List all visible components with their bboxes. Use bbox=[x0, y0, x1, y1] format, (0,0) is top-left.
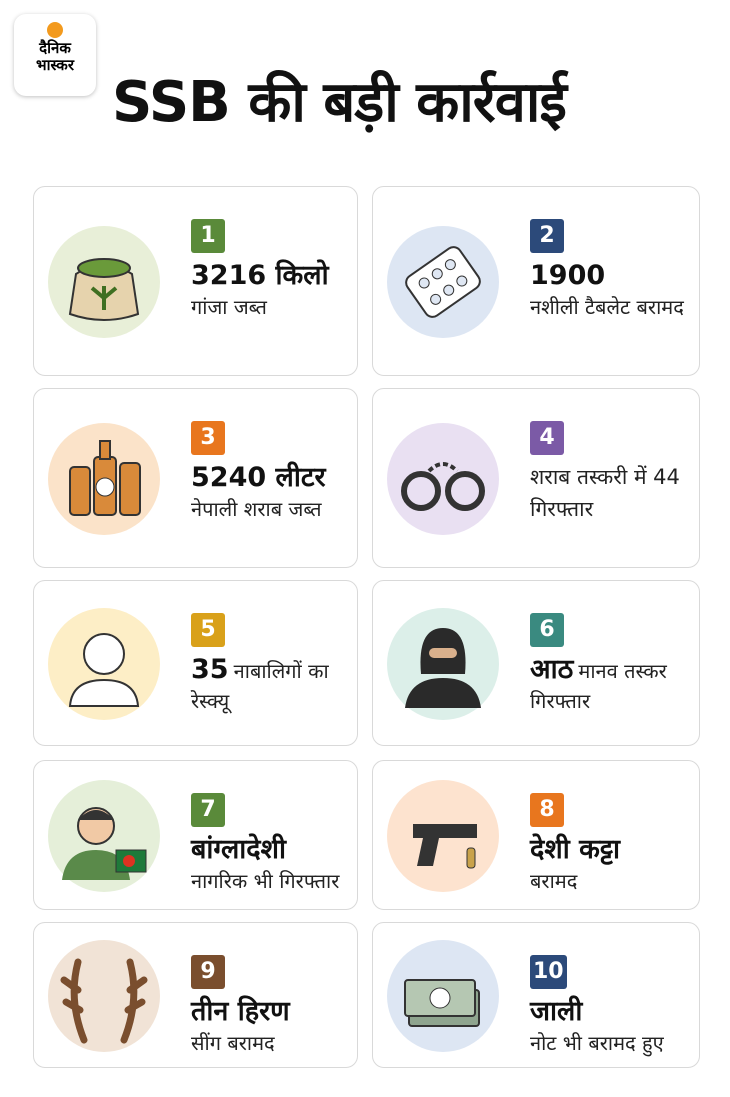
description: 35 नाबालिगों का रेस्क्यू bbox=[191, 653, 349, 715]
subtext: नेपाली शराब जब्त bbox=[191, 497, 322, 521]
logo-sun bbox=[47, 22, 63, 38]
icon bbox=[387, 423, 499, 535]
icon bbox=[48, 423, 160, 535]
subtext: बरामद bbox=[530, 869, 578, 893]
logo-text: भास्कर bbox=[36, 56, 74, 74]
description: शराब तस्करी में 44 गिरफ्तार bbox=[530, 461, 691, 525]
description: 5240 लीटर नेपाली शराब जब्त bbox=[191, 461, 349, 523]
card-text: 7 बांग्लादेशी नागरिक भी गिरफ्तार bbox=[191, 793, 349, 895]
logo-text: दैनिक bbox=[39, 39, 71, 57]
icon-graphic bbox=[401, 462, 485, 511]
headline: 1900 bbox=[530, 260, 606, 291]
subtext: सींग बरामद bbox=[191, 1031, 275, 1055]
card: 9 तीन हिरण सींग बरामद bbox=[33, 922, 358, 1068]
number-badge: 3 bbox=[191, 421, 225, 455]
icon bbox=[48, 608, 160, 720]
card-text: 6 आठ मानव तस्कर गिरफ्तार bbox=[530, 613, 691, 715]
card-text: 1 3216 किलो गांजा जब्त bbox=[191, 219, 349, 321]
icon bbox=[48, 940, 160, 1052]
subtext: मानव तस्कर गिरफ्तार bbox=[530, 659, 667, 713]
card: 7 बांग्लादेशी नागरिक भी गिरफ्तार bbox=[33, 760, 358, 910]
description: 3216 किलो गांजा जब्त bbox=[191, 259, 349, 321]
title: SSB की बड़ी कार्रवाई bbox=[112, 70, 567, 135]
icon-graphic bbox=[62, 807, 147, 880]
description: बांग्लादेशी नागरिक भी गिरफ्तार bbox=[191, 833, 349, 895]
headline: तीन हिरण bbox=[191, 996, 290, 1027]
subtext: नागरिक भी गिरफ्तार bbox=[191, 869, 340, 893]
icon-graphic bbox=[413, 824, 477, 869]
number-badge: 9 bbox=[191, 955, 225, 989]
headline: 5240 लीटर bbox=[191, 462, 326, 493]
card-text: 2 1900 नशीली टैबलेट बरामद bbox=[530, 219, 691, 321]
card: 10 जाली नोट भी बरामद हुए bbox=[372, 922, 700, 1068]
icon bbox=[387, 940, 499, 1052]
icon-graphic bbox=[68, 258, 140, 321]
description: जाली नोट भी बरामद हुए bbox=[530, 995, 691, 1057]
card: 1 3216 किलो गांजा जब्त bbox=[33, 186, 358, 376]
icon bbox=[387, 608, 499, 720]
subtext: शराब तस्करी में 44 गिरफ्तार bbox=[530, 465, 680, 521]
card-text: 3 5240 लीटर नेपाली शराब जब्त bbox=[191, 421, 349, 523]
card: 4 शराब तस्करी में 44 गिरफ्तार bbox=[372, 388, 700, 568]
card: 3 5240 लीटर नेपाली शराब जब्त bbox=[33, 388, 358, 568]
card-text: 9 तीन हिरण सींग बरामद bbox=[191, 955, 349, 1057]
card: 8 देशी कट्टा बरामद bbox=[372, 760, 700, 910]
card-text: 4 शराब तस्करी में 44 गिरफ्तार bbox=[530, 421, 691, 525]
logo: दैनिक भास्कर bbox=[14, 14, 96, 96]
icon-graphic bbox=[69, 440, 141, 516]
description: 1900 नशीली टैबलेट बरामद bbox=[530, 259, 691, 321]
subtext: नाबालिगों का रेस्क्यू bbox=[191, 659, 329, 713]
number-badge: 1 bbox=[191, 219, 225, 253]
icon-graphic bbox=[405, 246, 481, 318]
subtext: गांजा जब्त bbox=[191, 295, 267, 319]
icon-graphic bbox=[405, 628, 481, 708]
icon-graphic bbox=[404, 979, 480, 1027]
icon bbox=[48, 226, 160, 338]
number-badge: 10 bbox=[530, 955, 567, 989]
number-badge: 4 bbox=[530, 421, 564, 455]
icon bbox=[387, 226, 499, 338]
icon bbox=[387, 780, 499, 892]
card-text: 10 जाली नोट भी बरामद हुए bbox=[530, 955, 691, 1057]
headline: जाली bbox=[530, 996, 583, 1027]
headline: बांग्लादेशी bbox=[191, 834, 286, 865]
number-badge: 8 bbox=[530, 793, 564, 827]
subtext: नशीली टैबलेट बरामद bbox=[530, 295, 684, 319]
card: 6 आठ मानव तस्कर गिरफ्तार bbox=[372, 580, 700, 746]
description: तीन हिरण सींग बरामद bbox=[191, 995, 349, 1057]
subtext: नोट भी बरामद हुए bbox=[530, 1031, 664, 1055]
number-badge: 6 bbox=[530, 613, 564, 647]
number-badge: 5 bbox=[191, 613, 225, 647]
description: देशी कट्टा बरामद bbox=[530, 833, 691, 895]
headline: आठ bbox=[530, 654, 574, 685]
icon-graphic bbox=[68, 633, 140, 707]
icon-graphic bbox=[60, 958, 148, 1044]
icon bbox=[48, 780, 160, 892]
card-text: 5 35 नाबालिगों का रेस्क्यू bbox=[191, 613, 349, 715]
headline: देशी कट्टा bbox=[530, 834, 621, 865]
headline: 3216 किलो bbox=[191, 260, 329, 291]
card-text: 8 देशी कट्टा बरामद bbox=[530, 793, 691, 895]
card: 5 35 नाबालिगों का रेस्क्यू bbox=[33, 580, 358, 746]
card: 2 1900 नशीली टैबलेट बरामद bbox=[372, 186, 700, 376]
headline: 35 bbox=[191, 654, 229, 685]
number-badge: 2 bbox=[530, 219, 564, 253]
number-badge: 7 bbox=[191, 793, 225, 827]
description: आठ मानव तस्कर गिरफ्तार bbox=[530, 653, 691, 715]
